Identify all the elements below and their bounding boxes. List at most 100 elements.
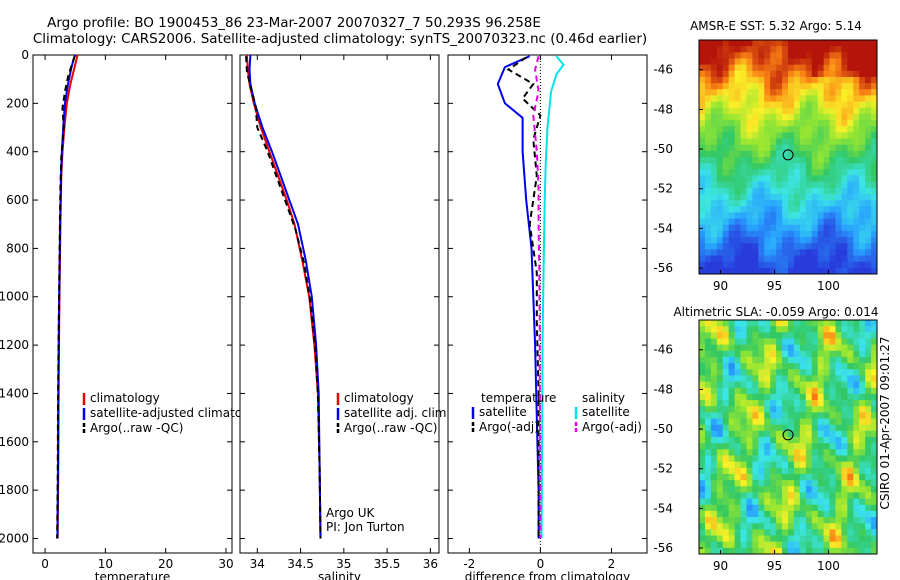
map-cell — [823, 212, 830, 219]
map-cell — [823, 249, 830, 256]
map-cell — [811, 480, 819, 487]
map-cell — [793, 107, 801, 115]
map-cell — [853, 193, 860, 201]
map-cell — [770, 406, 777, 413]
map-cell — [776, 381, 783, 389]
map-cell — [847, 150, 854, 158]
map-cell — [734, 126, 741, 133]
map-cell — [710, 230, 718, 238]
map-cell — [865, 193, 872, 201]
map-cell — [770, 541, 777, 549]
map-cell — [758, 169, 765, 176]
map-cell — [699, 83, 706, 90]
map-cell — [716, 58, 724, 66]
map-cell — [788, 344, 795, 352]
map-cell — [799, 480, 807, 487]
map-cell — [699, 387, 706, 395]
map-cell — [752, 517, 759, 524]
map-cell — [770, 157, 777, 164]
map-cell — [776, 437, 783, 444]
map-cell — [823, 132, 830, 139]
map-cell — [823, 381, 830, 389]
map-cell — [865, 181, 872, 189]
map-cell — [770, 547, 777, 555]
map-cell — [865, 261, 872, 269]
map-cell — [847, 193, 854, 201]
map-cell — [865, 267, 872, 275]
map-cell — [782, 332, 789, 339]
map-cell — [829, 150, 836, 158]
map-cell — [829, 437, 836, 444]
map-cell — [823, 369, 830, 376]
map-cell — [722, 267, 730, 275]
map-cell — [734, 498, 741, 506]
map-cell — [811, 70, 819, 78]
map-cell — [841, 40, 848, 47]
map-cell — [841, 237, 848, 244]
map-cell — [788, 144, 795, 152]
map-cell — [710, 120, 718, 127]
map-cell — [734, 461, 741, 469]
map-cell — [770, 344, 777, 352]
map-cell — [793, 326, 801, 333]
map-cell — [865, 461, 872, 469]
map-cell — [853, 523, 860, 530]
map-cell — [847, 64, 854, 72]
map-cell — [752, 267, 759, 275]
map-cell — [764, 356, 771, 364]
map-cell — [776, 46, 783, 53]
x-tick-label: 34.5 — [287, 557, 314, 571]
map-cell — [728, 126, 735, 133]
map-cell — [865, 430, 872, 438]
map-cell — [716, 375, 724, 382]
map-cell — [770, 175, 777, 183]
map-cell — [704, 267, 712, 275]
map-cell — [722, 467, 730, 475]
map-cell — [758, 52, 765, 59]
map-cell — [770, 418, 777, 426]
map-cell — [710, 375, 718, 382]
map-cell — [782, 138, 789, 146]
map-cell — [782, 547, 789, 555]
map-cell — [847, 363, 854, 370]
map-cell — [871, 267, 878, 275]
map-cell — [699, 473, 706, 481]
map-cell — [764, 523, 771, 530]
map-cell — [716, 40, 724, 47]
map-cell — [793, 138, 801, 146]
map-cell — [805, 120, 813, 127]
map-cell — [734, 406, 741, 413]
map-cell — [823, 498, 830, 506]
map-cell — [764, 547, 771, 555]
map-cell — [811, 89, 819, 96]
map-cell — [823, 157, 830, 164]
map-cell — [799, 89, 807, 96]
map-cell — [847, 517, 854, 524]
map-cell — [799, 424, 807, 432]
map-cell — [793, 175, 801, 183]
map-cell — [752, 126, 759, 133]
map-cell — [829, 375, 836, 382]
map-cell — [752, 393, 759, 401]
map-cell — [752, 101, 759, 109]
map-cell — [811, 218, 819, 226]
series-line-satellite-adjusted-climatology — [56, 54, 77, 539]
map-cell — [782, 70, 789, 78]
map-cell — [865, 400, 872, 407]
map-cell — [793, 70, 801, 78]
map-cell — [776, 70, 783, 78]
map-cell — [782, 218, 789, 226]
map-cell — [841, 95, 848, 102]
map-cell — [811, 255, 819, 263]
map-cell — [722, 449, 730, 456]
map-cell — [776, 412, 783, 419]
map-cell — [871, 212, 878, 219]
map-cell — [859, 138, 866, 146]
map-cell — [829, 492, 836, 499]
map-cell — [722, 523, 730, 530]
map-cell — [847, 89, 854, 96]
map-cell — [788, 237, 795, 244]
map-cell — [728, 243, 735, 250]
map-cell — [788, 486, 795, 493]
map-cell — [722, 187, 730, 195]
